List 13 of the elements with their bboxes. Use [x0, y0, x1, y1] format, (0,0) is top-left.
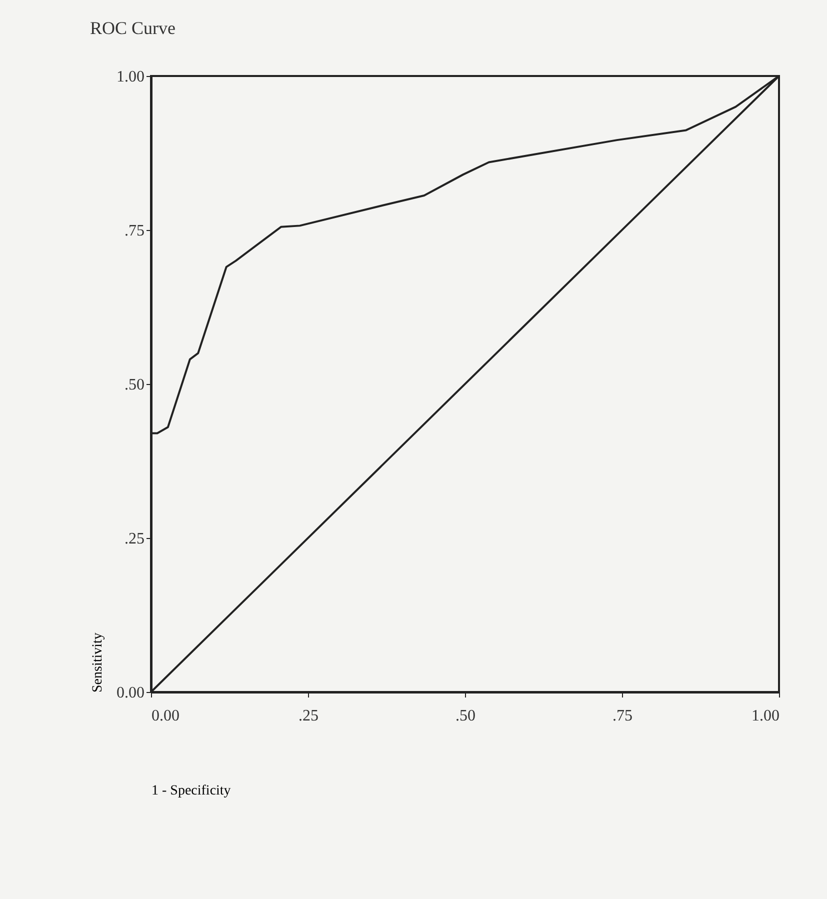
x-axis-title: 1 - Specificity [152, 784, 231, 798]
x-tick-label: .50 [456, 708, 476, 724]
x-tick-label: 1.00 [752, 708, 780, 724]
y-tick-label: .50 [124, 376, 144, 394]
x-tick-label: .75 [612, 708, 632, 724]
x-tick-label: 0.00 [152, 708, 180, 724]
y-tick-label: .25 [124, 530, 144, 548]
chart-title: ROC Curve [90, 18, 176, 38]
y-tick-label: 0.00 [116, 684, 144, 702]
y-axis-title: Sensitivity [90, 632, 106, 692]
y-tick-label: .75 [124, 222, 144, 240]
y-tick-label: 1.00 [116, 68, 144, 86]
x-tick-label: .25 [298, 708, 318, 724]
